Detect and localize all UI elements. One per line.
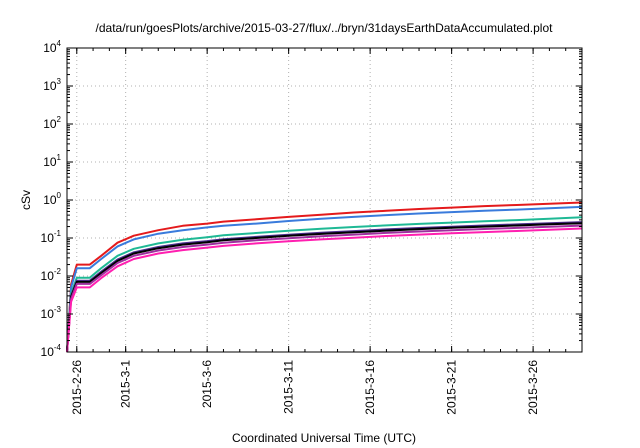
gridlines	[67, 48, 582, 352]
y-tick-label: 104	[43, 39, 61, 55]
y-tick-label: 10-1	[41, 229, 62, 245]
series-line-7	[66, 227, 583, 353]
y-tick-label: 10-4	[41, 343, 62, 359]
x-tick-label: 2015-3-21	[445, 360, 459, 415]
x-tick-label: 2015-3-6	[200, 360, 214, 408]
y-tick-label: 100	[43, 191, 61, 207]
y-axis-label: cSv	[19, 190, 33, 210]
x-tick-label: 2015-3-16	[363, 360, 377, 415]
x-tick-label: 2015-3-26	[526, 360, 540, 415]
y-tick-label: 103	[43, 77, 61, 93]
x-axis-label: Coordinated Universal Time (UTC)	[232, 431, 416, 445]
series-line-1	[66, 201, 583, 353]
series-lines	[66, 201, 583, 353]
y-tick-label: 10-2	[41, 267, 62, 283]
axis-ticks	[67, 47, 583, 353]
y-tick-label: 102	[43, 115, 61, 131]
x-tick-label: 2015-3-1	[119, 360, 133, 408]
series-line-6	[66, 224, 583, 353]
x-tick-label: 2015-3-11	[282, 360, 296, 414]
chart-title: /data/run/goesPlots/archive/2015-03-27/f…	[96, 21, 554, 35]
series-line-5	[66, 222, 583, 353]
plot-frame	[66, 47, 583, 353]
series-line-3	[66, 216, 583, 353]
x-tick-label: 2015-2-26	[70, 360, 84, 415]
y-tick-label: 101	[43, 153, 61, 169]
x-tick-labels: 2015-2-26 2015-3-1 2015-3-6 2015-3-11 2015-3…	[70, 360, 540, 415]
series-line-4	[66, 221, 583, 353]
series-line-2	[66, 205, 583, 353]
y-tick-labels: 10-4 10-3 10-2 10-1 100 101 102 103 104	[41, 39, 62, 359]
y-tick-label: 10-3	[41, 305, 62, 321]
